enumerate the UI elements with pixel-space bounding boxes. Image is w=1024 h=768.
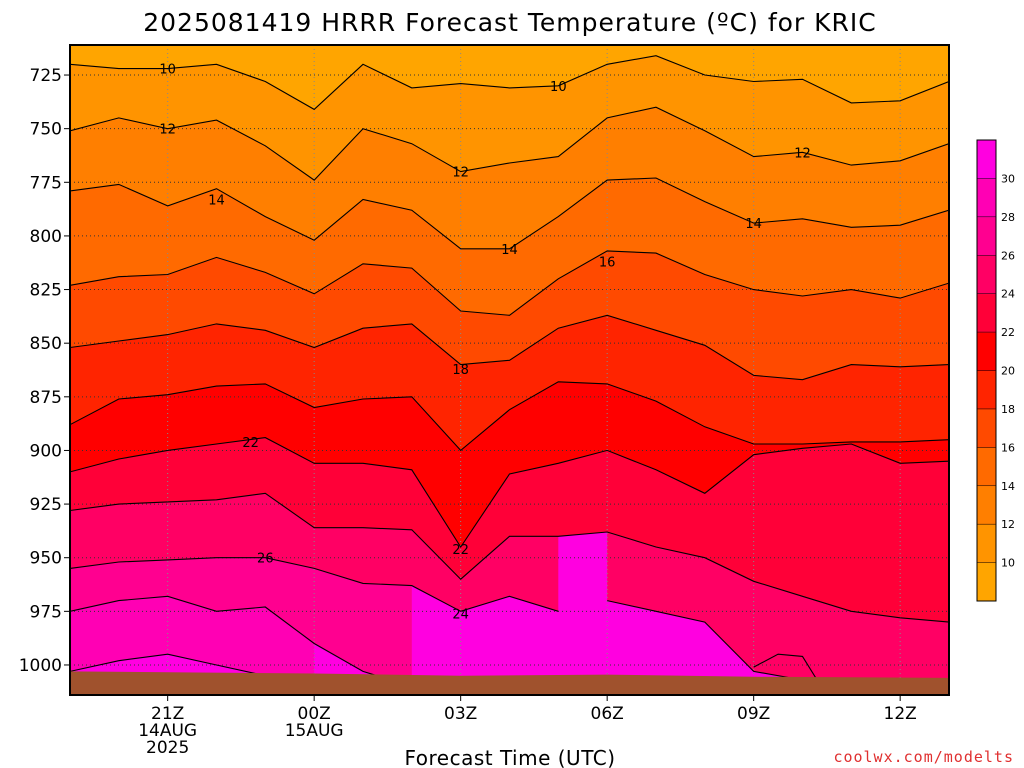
contour-label-text: 14 xyxy=(745,217,762,232)
y-tick-label: 775 xyxy=(30,173,62,193)
contour-label-text: 14 xyxy=(501,243,518,258)
colorbar-legend: 10 12 14 16 18 20 22 24 26 28 30 xyxy=(976,139,1015,602)
y-tick-label: 850 xyxy=(30,334,62,354)
x-axis-label: Forecast Time (UTC) xyxy=(404,746,615,768)
colorbar-swatch xyxy=(977,216,996,256)
y-tick-label: 1000 xyxy=(19,656,62,676)
contour-line-24-7 xyxy=(70,492,949,623)
y-tick-label: 925 xyxy=(30,495,62,515)
contour-labels: 10 10 12 12 12 14 14 14 16 18 22 22 24 26 xyxy=(159,63,810,623)
colorbar-label: 20 xyxy=(1001,365,1015,378)
y-tick-label: 825 xyxy=(30,281,62,301)
colorbar-swatch xyxy=(977,140,996,179)
colorbar-swatch xyxy=(977,562,996,602)
x-tick-label: 14AUG xyxy=(138,721,197,741)
contour-line-14-2 xyxy=(70,177,949,250)
y-tick-label: 875 xyxy=(30,388,62,408)
colorbar-swatch xyxy=(977,332,996,371)
contour-label-text: 12 xyxy=(794,146,811,161)
x-tick-label: 06Z xyxy=(591,704,624,724)
x-tick-label: 03Z xyxy=(444,704,477,724)
colorbar-swatch xyxy=(977,178,996,218)
contour-line-12-1 xyxy=(70,106,949,181)
contour-label-14: 14 xyxy=(501,243,518,258)
contour-label-18: 18 xyxy=(452,363,469,378)
x-tick-label: 09Z xyxy=(737,704,770,724)
contour-label-22: 22 xyxy=(452,543,469,558)
colorbar-label: 16 xyxy=(1001,441,1015,454)
contour-line-16-3 xyxy=(70,250,949,316)
contour-label-10: 10 xyxy=(550,80,567,95)
y-tick-label: 900 xyxy=(30,441,62,461)
colorbar-label: 24 xyxy=(1001,288,1015,301)
colorbar-label: 30 xyxy=(1001,172,1015,185)
contour-line-22-6 xyxy=(70,437,949,549)
contour-label-12: 12 xyxy=(452,166,469,181)
colorbar-label: 22 xyxy=(1001,326,1015,339)
contour-label-14: 14 xyxy=(745,217,762,232)
y-tick-label: 950 xyxy=(30,549,62,569)
contour-label-text: 22 xyxy=(242,436,259,451)
chart-title: 2025081419 HRRR Forecast Temperature (ºC… xyxy=(143,8,877,37)
contour-label-text: 26 xyxy=(257,552,274,567)
fill-band-10 xyxy=(70,45,949,110)
contour-label-text: 22 xyxy=(452,543,469,558)
y-tick-label: 800 xyxy=(30,227,62,247)
y-tick-label: 725 xyxy=(30,66,62,86)
x-tick-label: 15AUG xyxy=(285,721,344,741)
contour-label-text: 24 xyxy=(452,607,469,622)
ground-fill xyxy=(70,671,949,695)
contour-label-14: 14 xyxy=(208,193,225,208)
contour-label-26: 26 xyxy=(257,552,274,567)
contour-line-10-0 xyxy=(70,55,949,111)
colorbar-swatch xyxy=(977,485,996,525)
ground-surface xyxy=(70,671,949,695)
contour-line-28-10 xyxy=(70,595,412,687)
contour-label-text: 16 xyxy=(599,256,616,271)
x-tick-label: 21Z xyxy=(151,704,184,724)
colorbar-swatch xyxy=(977,370,996,410)
colorbar-label: 14 xyxy=(1001,480,1015,493)
colorbar-label: 10 xyxy=(1001,557,1015,570)
colorbar-swatch xyxy=(977,447,996,487)
colorbar-swatch xyxy=(977,255,996,295)
x-tick-label: 12Z xyxy=(884,704,917,724)
contour-line-18-4 xyxy=(70,314,949,381)
y-axis: 725 750 775 800 825 850 875 900 925 950 975 1000 xyxy=(19,66,70,676)
contour-label-text: 10 xyxy=(550,80,567,95)
plot-frame xyxy=(69,44,950,696)
contour-label-text: 18 xyxy=(452,363,469,378)
contour-line-20-5 xyxy=(70,381,949,452)
credit-text[interactable]: coolwx.com/modelts xyxy=(833,748,1014,766)
colorbar-label: 12 xyxy=(1001,518,1015,531)
colorbar-swatch xyxy=(977,408,996,448)
colorbar-label: 18 xyxy=(1001,403,1015,416)
colorbar-swatch xyxy=(977,524,996,564)
contour-label-12: 12 xyxy=(794,146,811,161)
temperature-fill-bands xyxy=(70,45,949,693)
contour-label-text: 12 xyxy=(452,166,469,181)
contour-line-26-8 xyxy=(70,557,559,612)
contour-label-12: 12 xyxy=(159,123,176,138)
contour-label-text: 14 xyxy=(208,193,225,208)
contour-label-10: 10 xyxy=(159,63,176,78)
contour-label-text: 12 xyxy=(159,123,176,138)
y-tick-label: 750 xyxy=(30,120,62,140)
colorbar-label: 28 xyxy=(1001,211,1015,224)
x-tick-label: 00Z xyxy=(298,704,331,724)
contour-label-24: 24 xyxy=(452,607,469,622)
contour-label-16: 16 xyxy=(599,256,616,271)
colorbar-label: 26 xyxy=(1001,249,1015,262)
x-tick-label: 2025 xyxy=(146,738,189,758)
contour-label-22: 22 xyxy=(242,436,259,451)
colorbar-swatch xyxy=(977,293,996,333)
contour-line-28-11 xyxy=(753,653,818,681)
contour-label-text: 10 xyxy=(159,63,176,78)
grid-lines xyxy=(70,45,949,695)
y-tick-label: 975 xyxy=(30,602,62,622)
